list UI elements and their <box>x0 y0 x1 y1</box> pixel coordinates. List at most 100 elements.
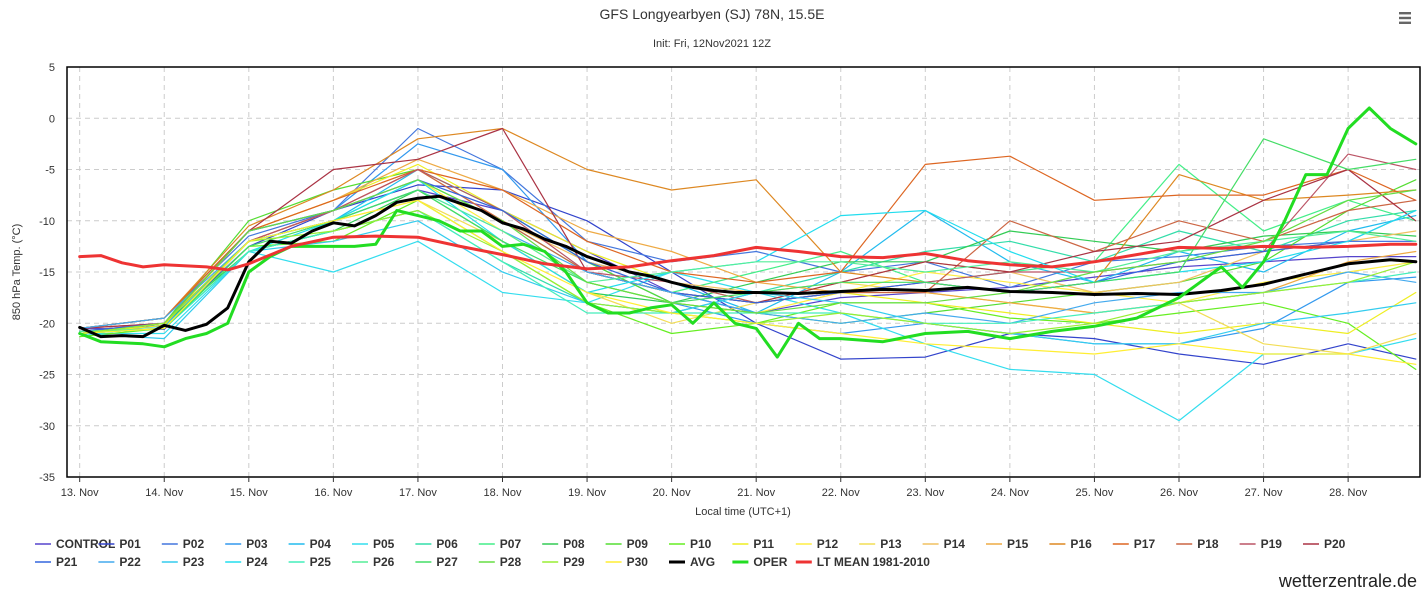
legend-label: P30 <box>627 555 649 569</box>
legend-item[interactable]: P04 <box>288 537 332 551</box>
y-tick-label: -35 <box>39 472 55 484</box>
legend-item[interactable]: P26 <box>352 555 395 569</box>
legend-item[interactable]: P30 <box>605 555 649 569</box>
chart-subtitle: Init: Fri, 12Nov2021 12Z <box>653 38 771 50</box>
legend-item[interactable]: P25 <box>288 555 332 569</box>
legend-item[interactable]: P12 <box>795 537 839 551</box>
legend-item[interactable]: P28 <box>478 555 522 569</box>
legend-label: P29 <box>563 555 585 569</box>
legend-item[interactable]: P13 <box>859 537 902 551</box>
legend-item[interactable]: P24 <box>225 555 268 569</box>
legend-item[interactable]: AVG <box>669 555 715 569</box>
y-axis: 5 0 -5 -10 -15 -20 -25 -30 -35 <box>39 62 55 484</box>
legend-item[interactable]: P03 <box>225 537 268 551</box>
series-line-p28 <box>79 179 1417 335</box>
legend-label: P20 <box>1324 537 1346 551</box>
grid <box>67 66 1420 478</box>
legend-item[interactable]: P01 <box>98 537 141 551</box>
legend-item[interactable]: P19 <box>1239 537 1283 551</box>
y-tick-label: -5 <box>45 165 55 177</box>
legend-label: P28 <box>500 555 522 569</box>
x-tick-label: 25. Nov <box>1075 487 1113 499</box>
legend-label: P24 <box>246 555 268 569</box>
legend-item[interactable]: P08 <box>542 537 585 551</box>
legend-label: P02 <box>183 537 205 551</box>
legend-item[interactable]: P11 <box>732 537 774 551</box>
legend-label: P09 <box>627 537 649 551</box>
legend-label: P12 <box>817 537 839 551</box>
legend-label: P22 <box>119 555 141 569</box>
legend-item[interactable]: P05 <box>352 537 395 551</box>
y-tick-label: 5 <box>49 62 55 74</box>
legend-label: AVG <box>690 555 715 569</box>
legend-label: P07 <box>500 537 522 551</box>
legend-label: CONTROL <box>56 537 115 551</box>
legend-item[interactable]: CONTROL <box>35 537 115 551</box>
legend-item[interactable]: LT MEAN 1981-2010 <box>795 555 930 569</box>
legend-label: P18 <box>1197 537 1219 551</box>
legend-item[interactable]: P29 <box>542 555 585 569</box>
series-line-p30 <box>79 199 1417 365</box>
y-tick-label: -20 <box>39 318 55 330</box>
legend: CONTROL P01 P02 P03 P04 P05 P06 P07 P08 P09 P10 P11… <box>35 537 1346 569</box>
legend-label: P01 <box>119 537 141 551</box>
legend-label: P15 <box>1007 537 1029 551</box>
brand-text: wetterzentrale.de <box>1278 571 1417 591</box>
x-tick-label: 13. Nov <box>61 487 99 499</box>
legend-label: P17 <box>1134 537 1156 551</box>
x-tick-label: 19. Nov <box>568 487 606 499</box>
y-tick-label: 0 <box>49 113 55 125</box>
y-tick-label: -10 <box>39 216 55 228</box>
legend-label: LT MEAN 1981-2010 <box>817 555 930 569</box>
legend-item[interactable]: P27 <box>415 555 458 569</box>
legend-label: P19 <box>1261 537 1283 551</box>
hamburger-menu-icon[interactable] <box>1396 9 1414 27</box>
x-tick-label: 27. Nov <box>1245 487 1283 499</box>
x-tick-label: 16. Nov <box>314 487 352 499</box>
legend-item[interactable]: P20 <box>1303 537 1346 551</box>
legend-item[interactable]: P02 <box>161 537 205 551</box>
legend-label: P14 <box>944 537 966 551</box>
series-line-p16 <box>79 127 1417 329</box>
legend-item[interactable]: P21 <box>35 555 78 569</box>
legend-label: P16 <box>1070 537 1092 551</box>
legend-label: P04 <box>310 537 332 551</box>
series-lines <box>78 106 1418 422</box>
y-axis-title: 850 hPa Temp. (°C) <box>11 224 23 321</box>
legend-item[interactable]: P22 <box>98 555 141 569</box>
x-tick-label: 28. Nov <box>1329 487 1367 499</box>
legend-label: P10 <box>690 537 712 551</box>
legend-label: P03 <box>246 537 268 551</box>
x-tick-label: 24. Nov <box>991 487 1029 499</box>
x-tick-label: 17. Nov <box>399 487 437 499</box>
legend-label: P26 <box>373 555 395 569</box>
legend-label: P11 <box>753 537 774 551</box>
legend-item[interactable]: P09 <box>605 537 649 551</box>
series-line-lt-mean-1981-2010 <box>78 234 1418 272</box>
legend-item[interactable]: P18 <box>1176 537 1219 551</box>
legend-label: P25 <box>310 555 332 569</box>
legend-item[interactable]: P15 <box>986 537 1029 551</box>
x-axis-title: Local time (UTC+1) <box>695 506 791 518</box>
y-tick-label: -25 <box>39 370 55 382</box>
x-tick-label: 22. Nov <box>822 487 860 499</box>
legend-item[interactable]: P17 <box>1112 537 1156 551</box>
x-tick-label: 14. Nov <box>145 487 183 499</box>
legend-item[interactable]: P06 <box>415 537 458 551</box>
x-tick-label: 20. Nov <box>653 487 691 499</box>
x-tick-label: 21. Nov <box>737 487 775 499</box>
legend-label: P23 <box>183 555 205 569</box>
legend-item[interactable]: P14 <box>922 537 966 551</box>
legend-item[interactable]: OPER <box>732 555 788 569</box>
legend-label: P13 <box>880 537 902 551</box>
legend-item[interactable]: P10 <box>669 537 712 551</box>
legend-label: P05 <box>373 537 395 551</box>
x-tick-label: 18. Nov <box>484 487 522 499</box>
series-line-avg <box>78 194 1418 339</box>
legend-label: P21 <box>56 555 78 569</box>
legend-item[interactable]: P07 <box>478 537 522 551</box>
legend-item[interactable]: P16 <box>1049 537 1092 551</box>
x-tick-label: 26. Nov <box>1160 487 1198 499</box>
legend-item[interactable]: P23 <box>161 555 205 569</box>
legend-label: P27 <box>436 555 458 569</box>
